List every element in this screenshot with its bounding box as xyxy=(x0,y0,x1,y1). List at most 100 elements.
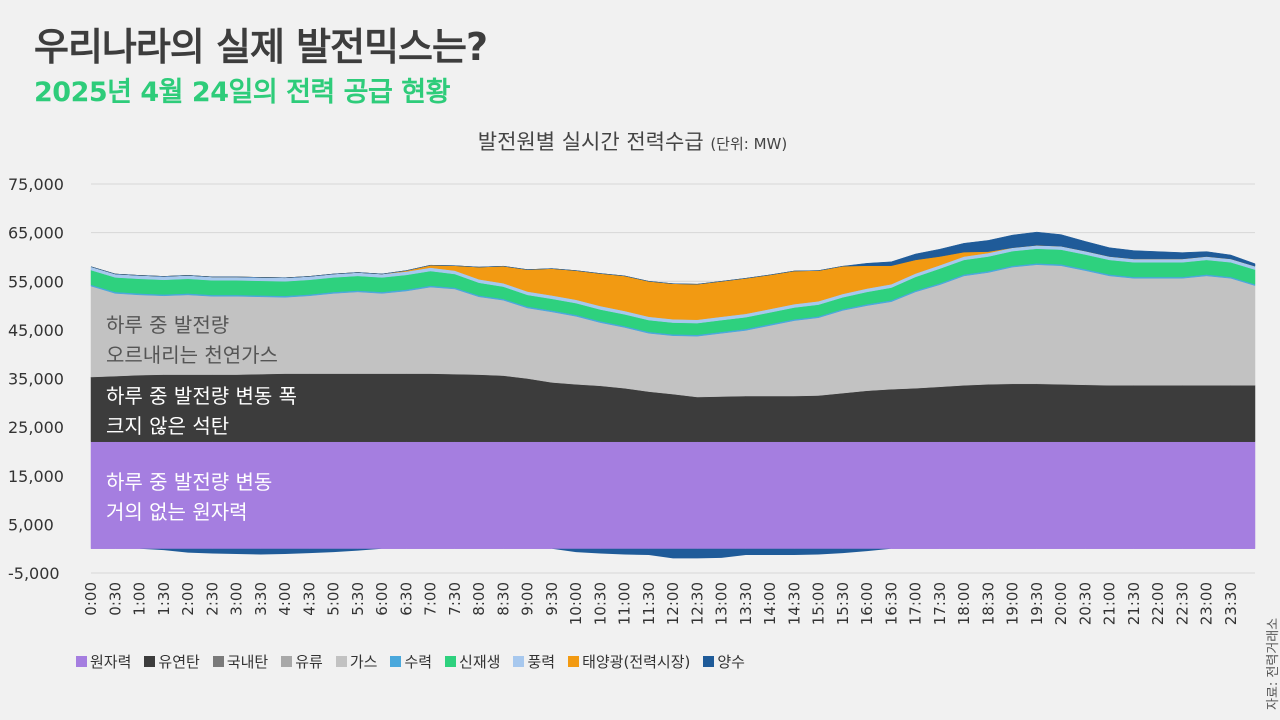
legend-label: 수력 xyxy=(404,653,433,671)
x-tick-label: 8:30 xyxy=(494,582,512,616)
legend-swatch xyxy=(212,656,224,667)
x-tick-label: 1:30 xyxy=(155,582,173,616)
legend-item: 태양광(전력시장) xyxy=(568,651,690,672)
annotation-nuclear-line2: 거의 없는 원자력 xyxy=(106,500,248,524)
legend-item: 가스 xyxy=(335,651,378,672)
legend-swatch xyxy=(281,656,293,667)
x-tick-label: 22:00 xyxy=(1149,582,1167,625)
y-tick-label: 15,000 xyxy=(8,467,64,486)
source-note: 자료: 전력거래소 xyxy=(1266,617,1280,710)
x-tick-label: 8:00 xyxy=(470,582,488,616)
legend-item: 수력 xyxy=(390,651,432,672)
x-tick-label: 3:00 xyxy=(228,582,246,616)
legend-label: 유연탄 xyxy=(158,653,200,671)
x-tick-label: 14:30 xyxy=(785,582,803,625)
x-tick-label: 13:00 xyxy=(713,582,731,625)
chart-unit: (단위: MW) xyxy=(710,135,788,153)
page-subtitle: 2025년 4월 24일의 전력 공급 현황 xyxy=(34,77,450,108)
legend-item: 유연탄 xyxy=(144,651,200,672)
x-tick-label: 16:30 xyxy=(882,582,900,625)
legend-label: 신재생 xyxy=(459,653,501,671)
x-tick-label: 4:30 xyxy=(300,582,318,616)
x-tick-label: 9:30 xyxy=(543,582,561,616)
x-tick-label: 17:00 xyxy=(907,582,925,625)
page-title: 우리나라의 실제 발전믹스는? xyxy=(34,25,488,69)
legend-item: 유류 xyxy=(281,651,323,672)
x-tick-label: 6:30 xyxy=(397,582,415,616)
annotation-gas-line2: 오르내리는 천연가스 xyxy=(106,343,278,367)
legend-label: 태양광(전력시장) xyxy=(582,653,691,671)
x-tick-label: 12:00 xyxy=(664,582,682,625)
y-tick-label: 45,000 xyxy=(8,321,64,340)
x-tick-label: 22:30 xyxy=(1173,582,1191,625)
x-tick-label: 18:30 xyxy=(979,582,997,625)
x-tick-label: 19:30 xyxy=(1028,582,1046,625)
y-tick-label: 25,000 xyxy=(8,418,64,437)
x-tick-label: 15:00 xyxy=(810,582,828,625)
legend-swatch xyxy=(144,656,156,667)
area-pumped-storage-negative xyxy=(91,548,1255,559)
x-tick-label: 20:00 xyxy=(1052,582,1070,625)
legend-swatch xyxy=(390,656,402,667)
x-tick-label: 7:30 xyxy=(446,582,464,616)
x-tick-label: 2:30 xyxy=(203,582,221,616)
chart-legend: 원자력 유연탄 국내탄 유류 가스 수력 신재생 풍력 태양광(전력시장) 양수 xyxy=(76,651,745,672)
x-tick-label: 5:00 xyxy=(325,582,343,616)
legend-swatch xyxy=(445,656,457,667)
x-tick-label: 15:30 xyxy=(834,582,852,625)
legend-label: 유류 xyxy=(295,653,323,671)
x-tick-label: 1:00 xyxy=(131,582,149,616)
legend-label: 양수 xyxy=(717,653,745,671)
x-tick-label: 11:00 xyxy=(616,582,634,625)
annotation-coal-line1: 하루 중 발전량 변동 폭 xyxy=(106,384,298,408)
x-tick-label: 14:00 xyxy=(761,582,779,625)
x-tick-label: 0:00 xyxy=(82,582,100,616)
x-tick-label: 11:30 xyxy=(640,582,658,625)
x-tick-label: 3:30 xyxy=(252,582,270,616)
legend-label: 풍력 xyxy=(527,653,556,671)
legend-item: 신재생 xyxy=(445,651,500,672)
legend-swatch xyxy=(703,656,715,667)
annotation-gas-line1: 하루 중 발전량 xyxy=(106,313,230,337)
x-tick-label: 19:00 xyxy=(1004,582,1022,625)
legend-swatch xyxy=(335,656,347,667)
legend-item: 국내탄 xyxy=(212,651,268,672)
x-tick-label: 2:00 xyxy=(179,582,197,616)
y-tick-label: 65,000 xyxy=(8,224,64,243)
y-tick-label: -5,000 xyxy=(8,564,60,583)
legend-item: 양수 xyxy=(703,651,745,672)
x-tick-label: 23:00 xyxy=(1198,582,1216,625)
annotation-nuclear-line1: 하루 중 발전량 변동 xyxy=(106,470,273,494)
x-tick-label: 10:00 xyxy=(567,582,585,625)
x-tick-label: 4:00 xyxy=(276,582,294,616)
chart-title-text: 발전원별 실시간 전력수급 xyxy=(477,130,704,154)
legend-item: 원자력 xyxy=(76,651,131,672)
annotation-coal-line2: 크지 않은 석탄 xyxy=(106,414,230,438)
y-tick-label: 55,000 xyxy=(8,272,64,291)
x-tick-label: 16:00 xyxy=(858,582,876,625)
x-tick-label: 5:30 xyxy=(349,582,367,616)
legend-swatch xyxy=(568,656,580,667)
legend-swatch xyxy=(513,656,525,667)
area-양수 xyxy=(90,231,1256,285)
x-tick-label: 17:30 xyxy=(931,582,949,625)
x-tick-label: 6:00 xyxy=(373,582,391,616)
annotation-nuclear: 하루 중 발전량 변동 거의 없는 원자력 xyxy=(106,467,272,527)
legend-label: 가스 xyxy=(349,653,378,671)
annotation-gas: 하루 중 발전량 오르내리는 천연가스 xyxy=(106,310,278,370)
legend-item: 풍력 xyxy=(513,651,555,672)
x-tick-label: 20:30 xyxy=(1076,582,1094,625)
y-tick-label: 75,000 xyxy=(8,175,64,194)
x-tick-label: 10:30 xyxy=(591,582,609,625)
annotation-coal: 하루 중 발전량 변동 폭 크지 않은 석탄 xyxy=(106,381,297,441)
y-tick-label: 35,000 xyxy=(8,370,64,389)
x-tick-label: 13:30 xyxy=(737,582,755,625)
x-tick-label: 23:30 xyxy=(1222,582,1240,625)
x-tick-label: 12:30 xyxy=(688,582,706,625)
legend-label: 원자력 xyxy=(90,653,132,671)
chart-title: 발전원별 실시간 전력수급 (단위: MW) xyxy=(0,126,1265,156)
x-tick-label: 18:00 xyxy=(955,582,973,625)
legend-swatch xyxy=(76,656,87,667)
x-tick-label: 21:00 xyxy=(1101,582,1119,625)
